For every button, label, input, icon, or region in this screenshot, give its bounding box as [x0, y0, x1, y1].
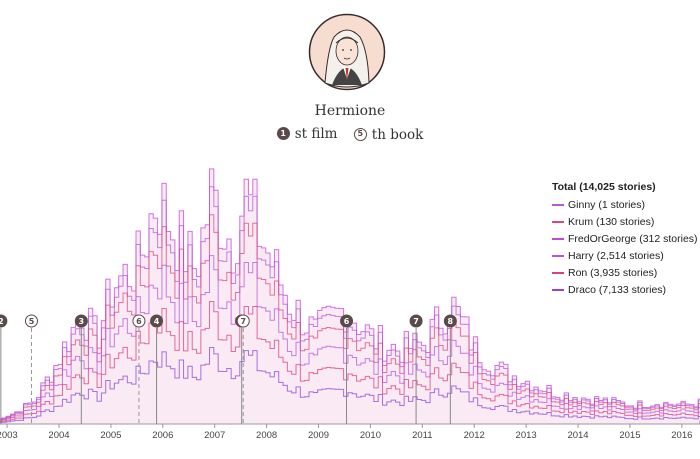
book-marker-label: 6	[136, 317, 142, 326]
film-marker-label: 3	[79, 317, 85, 326]
legend-entry[interactable]: Harry (2,514 stories)	[552, 247, 698, 264]
legend-label: Harry (2,514 stories)	[568, 249, 664, 262]
x-tick-label: 2006	[152, 430, 173, 441]
draco-step-line	[0, 346, 700, 424]
film-marker-circle	[340, 314, 354, 328]
legend-swatch	[552, 220, 564, 223]
film-marker-circle	[74, 314, 88, 328]
x-tick-label: 2007	[204, 430, 225, 441]
film-marker-label: 2	[0, 317, 4, 326]
film-marker-label: 6	[344, 317, 350, 326]
hermione-portrait-icon	[308, 13, 386, 91]
x-tick-label: 2005	[100, 430, 121, 441]
legend-entry[interactable]: Krum (130 stories)	[552, 213, 698, 230]
book-marker-circle	[236, 314, 250, 328]
film-marker-label: 7	[413, 317, 419, 326]
film-marker-label: 4	[154, 317, 160, 326]
legend-swatch	[552, 271, 564, 274]
character-name: Hermione	[314, 103, 386, 119]
book-marker-circle	[24, 314, 38, 328]
legend-label: Draco (7,133 stories)	[568, 283, 667, 296]
legend-title: Total (14,025 stories)	[552, 181, 656, 193]
legend-entry[interactable]: Ginny (1 stories)	[552, 196, 698, 213]
series-legend: Total (14,025 stories) Ginny (1 stories)…	[552, 181, 698, 298]
x-tick-label: 2016	[671, 430, 692, 441]
x-tick-label: 2015	[619, 430, 640, 441]
film-marker-label: 8	[448, 317, 454, 326]
x-tick-label: 2014	[567, 430, 588, 441]
x-tick-label: 2004	[48, 430, 69, 441]
x-tick-label: 2011	[412, 430, 432, 441]
legend-label: Ginny (1 stories)	[568, 198, 646, 211]
film-marker-icon: 1	[276, 127, 290, 140]
legend-swatch	[552, 254, 564, 257]
film-marker-circle	[0, 314, 8, 328]
ron-step-line	[0, 301, 700, 424]
harry-step-line	[0, 255, 700, 424]
book-marker-label: 7	[240, 317, 246, 326]
x-tick-label: 2008	[256, 430, 277, 441]
film-marker-circle	[409, 314, 423, 328]
film-marker-circle	[150, 314, 164, 328]
ginny-step-line	[0, 186, 700, 424]
legend-label: FredOrGeorge (312 stories)	[568, 232, 698, 245]
legend-swatch	[552, 288, 564, 291]
marker-legend: 1 st film 5 th book	[0, 124, 700, 143]
film-marker-legend: 1 st film	[276, 125, 338, 142]
legend-entry[interactable]: FredOrGeorge (312 stories)	[552, 230, 698, 247]
legend-swatch	[552, 237, 564, 240]
book-marker-label: th book	[371, 126, 424, 143]
book-marker-circle	[132, 314, 146, 328]
film-marker-circle	[443, 314, 457, 328]
x-tick-label: 2003	[0, 430, 18, 441]
legend-label: Ron (3,935 stories)	[568, 266, 658, 279]
legend-entry[interactable]: Draco (7,133 stories)	[552, 281, 698, 298]
x-tick-label: 2013	[516, 430, 537, 441]
legend-swatch	[552, 203, 564, 206]
book-marker-legend: 5 th book	[353, 126, 424, 143]
book-marker-label: 5	[29, 317, 35, 326]
krum-step-line	[0, 214, 700, 424]
x-tick-label: 2012	[464, 430, 485, 441]
avatar	[308, 13, 386, 91]
film-marker-label: st film	[294, 125, 338, 142]
ron-area	[0, 168, 700, 424]
x-tick-label: 2010	[360, 430, 381, 441]
legend-entry[interactable]: Ron (3,935 stories)	[552, 264, 698, 281]
legend-label: Krum (130 stories)	[568, 215, 655, 228]
book-marker-icon: 5	[353, 128, 367, 141]
x-tick-label: 2009	[308, 430, 329, 441]
